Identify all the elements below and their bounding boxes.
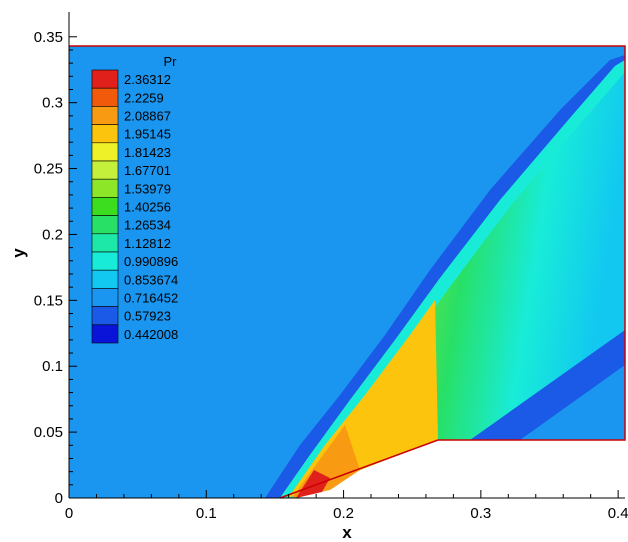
legend-label: 1.12812 [124, 236, 171, 251]
x-axis-label: x [342, 523, 352, 542]
shock-cyan-band [280, 60, 625, 498]
legend-title: Pr [164, 54, 178, 69]
legend-label: 2.2259 [124, 90, 164, 105]
legend-label: 2.36312 [124, 72, 171, 87]
legend-label: 1.40256 [124, 200, 171, 215]
legend-swatch [91, 197, 119, 216]
y-tick-label: 0.1 [42, 358, 63, 375]
legend-swatch [91, 233, 119, 253]
x-ticks: 0 0.1 0.2 0.3 0.4 [65, 490, 628, 522]
y-tick-label: 0.3 [42, 95, 63, 112]
legend-label: 1.67701 [124, 163, 171, 178]
max-pressure-zone [296, 470, 330, 498]
legend-swatch [91, 269, 119, 289]
y-tick-label: 0 [55, 490, 63, 507]
legend-swatch [91, 306, 119, 326]
x-tick-label: 0.4 [608, 505, 628, 522]
y-tick-label: 0.35 [34, 29, 63, 46]
legend-label: 0.716452 [124, 291, 178, 306]
x-tick-label: 0.1 [196, 505, 217, 522]
legend-label: 1.81423 [124, 145, 171, 160]
legend-swatch [91, 124, 119, 144]
legend-label: 1.95145 [124, 127, 171, 142]
x-tick-label: 0.2 [333, 505, 354, 522]
legend-swatch [91, 178, 119, 198]
legend-swatch [91, 106, 119, 125]
legend-swatch [91, 324, 119, 344]
legend-swatch [91, 215, 119, 235]
y-tick-label: 0.2 [42, 226, 63, 243]
contour-field [69, 46, 625, 498]
legend: Pr 2.36312 2.2259 2.08867 1.95145 1.81423 1.6… [91, 54, 178, 344]
legend-swatch [91, 251, 119, 271]
y-ticks: 0 0.05 0.1 0.15 0.2 0.25 0.3 0.35 [34, 29, 77, 507]
expansion-core [520, 365, 625, 440]
domain-boundary [69, 45, 626, 499]
legend-label: 1.26534 [124, 218, 171, 233]
legend-swatch [91, 87, 119, 107]
y-tick-label: 0.15 [34, 292, 63, 309]
y-axis-label: y [9, 248, 28, 258]
y-tick-label: 0.25 [34, 161, 63, 178]
x-tick-label: 0.3 [470, 505, 491, 522]
y-tick-label: 0.05 [34, 424, 63, 441]
legend-label: 0.990896 [124, 254, 178, 269]
legend-swatch [91, 160, 119, 180]
legend-label: 1.53979 [124, 181, 171, 196]
wedge-solid [280, 440, 625, 498]
legend-items: 2.36312 2.2259 2.08867 1.95145 1.81423 1.6770… [91, 69, 178, 344]
axes [68, 12, 625, 499]
legend-swatch [91, 288, 119, 307]
legend-swatch [91, 69, 119, 89]
legend-swatch [91, 142, 119, 162]
legend-label: 0.442008 [124, 327, 178, 342]
legend-label: 0.853674 [124, 272, 178, 287]
x-tick-label: 0 [65, 505, 73, 522]
legend-label: 2.08867 [124, 109, 171, 124]
legend-label: 0.57923 [124, 309, 171, 324]
high-pressure-zone [288, 300, 438, 498]
